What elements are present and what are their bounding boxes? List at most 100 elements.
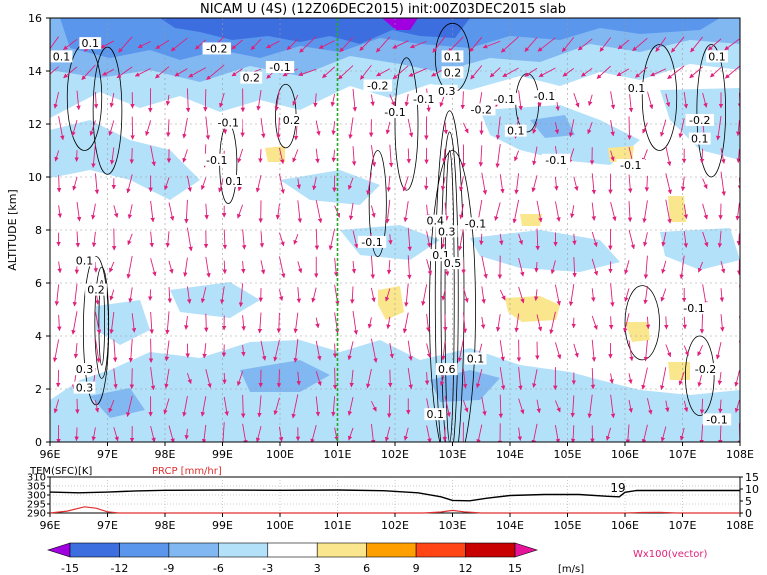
contour-label-bg bbox=[363, 79, 392, 92]
wind-vector bbox=[386, 260, 392, 275]
left-tick-label: 300 bbox=[27, 491, 46, 502]
surface-x-tick-label: 104E bbox=[496, 519, 524, 532]
left-tick-label: 290 bbox=[27, 509, 46, 520]
wind-vector bbox=[407, 255, 412, 280]
wind-vector bbox=[352, 89, 358, 112]
wind-vector bbox=[113, 368, 118, 389]
wind-vector bbox=[463, 400, 469, 413]
wind-vector bbox=[347, 427, 354, 441]
wind-vector bbox=[644, 175, 650, 192]
wind-vector bbox=[628, 340, 634, 362]
color-scale-bar: -15 -12 -9 -6 -3 3 6 9 12 15 bbox=[47, 542, 538, 575]
wind-vector bbox=[318, 40, 335, 49]
wind-vector bbox=[184, 428, 189, 440]
shade-plus3 bbox=[378, 286, 404, 320]
wind-vector bbox=[665, 93, 671, 107]
wind-vector bbox=[129, 148, 135, 164]
wind-vector bbox=[241, 345, 246, 357]
wind-vector bbox=[349, 369, 354, 388]
wind-vector bbox=[481, 396, 487, 416]
wind-vector bbox=[338, 65, 354, 80]
contour-label: 0.1 bbox=[507, 125, 525, 138]
wind-vector bbox=[720, 261, 726, 274]
wind-vector bbox=[94, 400, 100, 413]
contour-label: 0.6 bbox=[438, 363, 456, 376]
left-tick-label: 295 bbox=[27, 500, 46, 511]
wind-vector bbox=[524, 37, 538, 52]
wind-vector bbox=[697, 261, 704, 273]
wind-vector bbox=[610, 202, 617, 222]
wind-vector bbox=[56, 175, 62, 193]
wind-vector bbox=[118, 36, 133, 53]
wind-vector bbox=[71, 119, 78, 137]
wind-vector bbox=[735, 202, 740, 221]
wind-vector bbox=[426, 231, 432, 248]
wind-vector bbox=[580, 67, 593, 77]
wind-vector bbox=[348, 203, 354, 221]
wind-vector bbox=[590, 368, 596, 390]
contour-label-bg bbox=[490, 92, 519, 105]
contour-label-bg bbox=[265, 61, 295, 73]
wind-vector bbox=[75, 231, 81, 248]
surface-x-tick-label: 98E bbox=[155, 519, 176, 532]
wind-vector bbox=[499, 340, 505, 362]
wind-vector bbox=[482, 40, 501, 49]
wind-vector bbox=[641, 424, 648, 442]
wind-vector bbox=[201, 424, 207, 442]
wind-vector bbox=[359, 38, 372, 51]
contour-label: -0.1 bbox=[534, 90, 555, 103]
wind-vector bbox=[407, 118, 414, 138]
contour-label: 0.1 bbox=[76, 254, 94, 267]
shade-plus3 bbox=[668, 196, 686, 222]
contour-line bbox=[98, 279, 106, 366]
contour-label: -0.1 bbox=[683, 302, 704, 315]
wind-vector bbox=[536, 314, 543, 332]
contour-label-bg bbox=[464, 352, 487, 365]
y-tick-label: 0 bbox=[35, 436, 42, 449]
wind-vector bbox=[570, 395, 575, 418]
wind-vector bbox=[238, 283, 244, 308]
colorbar-right-triangle bbox=[514, 542, 538, 558]
chart-title: NICAM U (4S) (12Z06DEC2015) init:00Z03DE… bbox=[200, 2, 566, 17]
wind-vector bbox=[641, 367, 648, 390]
wind-vector bbox=[459, 176, 464, 192]
wind-vector bbox=[440, 176, 446, 191]
colorbar-box bbox=[267, 542, 318, 558]
wind-vector bbox=[387, 394, 392, 418]
vector-scale-label: Wx100(vector) bbox=[633, 549, 708, 560]
wind-vector bbox=[632, 37, 648, 52]
wind-vector bbox=[481, 172, 488, 195]
wind-vector bbox=[131, 313, 137, 333]
wind-vector bbox=[223, 396, 229, 416]
wind-vector bbox=[683, 204, 689, 220]
wind-vector bbox=[495, 116, 501, 140]
wind-vector bbox=[155, 66, 170, 79]
wind-vector bbox=[635, 66, 648, 78]
contour-label-bg bbox=[409, 92, 438, 105]
contour-label: 0.1 bbox=[628, 82, 646, 95]
colorbar-box bbox=[218, 542, 269, 558]
contour-label-bg bbox=[625, 82, 648, 95]
wind-vector bbox=[149, 231, 154, 248]
wind-vector bbox=[554, 342, 562, 360]
wind-vector bbox=[366, 172, 372, 195]
wind-vector bbox=[408, 68, 427, 77]
wind-vector bbox=[661, 260, 667, 274]
wind-vector bbox=[570, 425, 576, 442]
wind-vector bbox=[642, 122, 648, 134]
wind-vector bbox=[322, 66, 335, 79]
wind-vector bbox=[205, 256, 211, 278]
wind-vector bbox=[183, 257, 188, 277]
wind-vector bbox=[184, 199, 189, 224]
wind-vector bbox=[718, 423, 723, 442]
wind-vectors bbox=[50, 36, 740, 442]
wind-vector bbox=[370, 287, 376, 303]
shade-plus3 bbox=[625, 322, 650, 342]
contour-label: -0.1 bbox=[706, 413, 727, 426]
wind-vector bbox=[109, 92, 115, 108]
wind-vector bbox=[617, 39, 630, 50]
wind-vector bbox=[174, 68, 188, 77]
contour-label: 0.2 bbox=[243, 72, 261, 85]
wind-vector bbox=[292, 94, 299, 106]
